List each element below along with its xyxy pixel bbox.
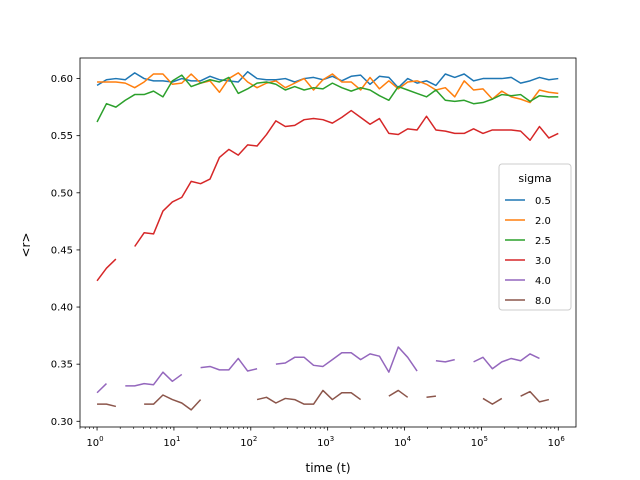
series-line-4.0	[96, 346, 540, 394]
series-line-3.0	[96, 109, 559, 282]
x-tick-label: 100	[86, 435, 103, 449]
legend-title: sigma	[518, 172, 551, 185]
legend-label: 4.0	[535, 276, 551, 287]
series-line-8.0	[97, 389, 550, 411]
legend-label: 2.5	[535, 236, 551, 247]
x-tick-label: 103	[317, 435, 334, 449]
y-tick-label: 0.55	[51, 131, 73, 142]
legend-label: 0.5	[535, 196, 551, 207]
legend-label: 3.0	[535, 256, 551, 267]
legend-label: 2.0	[535, 216, 551, 227]
y-tick-label: 0.40	[51, 303, 73, 314]
y-axis-label: <r>	[19, 232, 33, 257]
legend-label: 8.0	[535, 296, 551, 307]
y-tick-label: 0.30	[51, 417, 73, 428]
x-tick-label: 105	[471, 435, 488, 449]
series-line-2.0	[97, 72, 559, 104]
series-lines	[96, 70, 559, 411]
x-tick-label: 101	[163, 435, 180, 449]
legend: sigma 0.5 2.0 2.5 3.0 4.0 8.0	[498, 163, 572, 311]
series-line-0.5	[96, 70, 559, 89]
series-line-2.5	[96, 74, 559, 123]
x-axis-ticks: 100 101 102 103 104 105 106	[79, 427, 566, 449]
y-tick-label: 0.35	[51, 360, 73, 371]
y-tick-label: 0.45	[51, 245, 73, 256]
y-axis-ticks: 0.30 0.35 0.40 0.45 0.50 0.55 0.60	[51, 74, 80, 428]
y-tick-label: 0.60	[51, 74, 73, 85]
x-tick-label: 106	[548, 435, 566, 449]
x-tick-label: 104	[394, 435, 412, 449]
x-tick-label: 102	[240, 435, 257, 449]
y-tick-label: 0.50	[51, 188, 73, 199]
x-axis-label: time (t)	[306, 461, 351, 475]
